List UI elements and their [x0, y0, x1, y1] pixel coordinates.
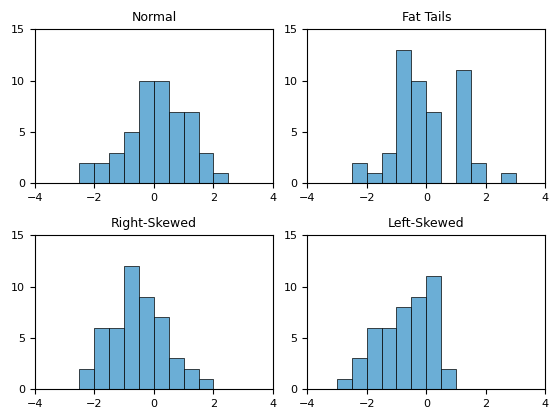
Bar	[109, 152, 124, 184]
Bar	[154, 318, 169, 389]
Bar	[456, 71, 471, 184]
Bar	[367, 173, 381, 184]
Bar	[412, 81, 426, 184]
Bar	[139, 81, 154, 184]
Title: Normal: Normal	[131, 11, 176, 24]
Bar	[441, 369, 456, 389]
Bar	[412, 297, 426, 389]
Bar	[367, 328, 381, 389]
Bar	[396, 307, 412, 389]
Bar	[426, 276, 441, 389]
Bar	[124, 132, 139, 184]
Bar	[501, 173, 516, 184]
Bar	[199, 152, 213, 184]
Bar	[381, 152, 396, 184]
Title: Fat Tails: Fat Tails	[402, 11, 451, 24]
Bar	[426, 112, 441, 184]
Bar	[213, 173, 228, 184]
Bar	[95, 328, 109, 389]
Bar	[109, 328, 124, 389]
Bar	[471, 163, 486, 184]
Bar	[154, 81, 169, 184]
Bar	[199, 379, 213, 389]
Title: Left-Skewed: Left-Skewed	[388, 217, 465, 230]
Bar	[337, 379, 352, 389]
Bar	[352, 163, 367, 184]
Bar	[169, 112, 184, 184]
Bar	[184, 369, 199, 389]
Title: Right-Skewed: Right-Skewed	[111, 217, 197, 230]
Bar	[95, 163, 109, 184]
Bar	[124, 266, 139, 389]
Bar	[139, 297, 154, 389]
Bar	[80, 369, 95, 389]
Bar	[80, 163, 95, 184]
Bar	[381, 328, 396, 389]
Bar	[396, 50, 412, 184]
Bar	[352, 358, 367, 389]
Bar	[184, 112, 199, 184]
Bar	[169, 358, 184, 389]
